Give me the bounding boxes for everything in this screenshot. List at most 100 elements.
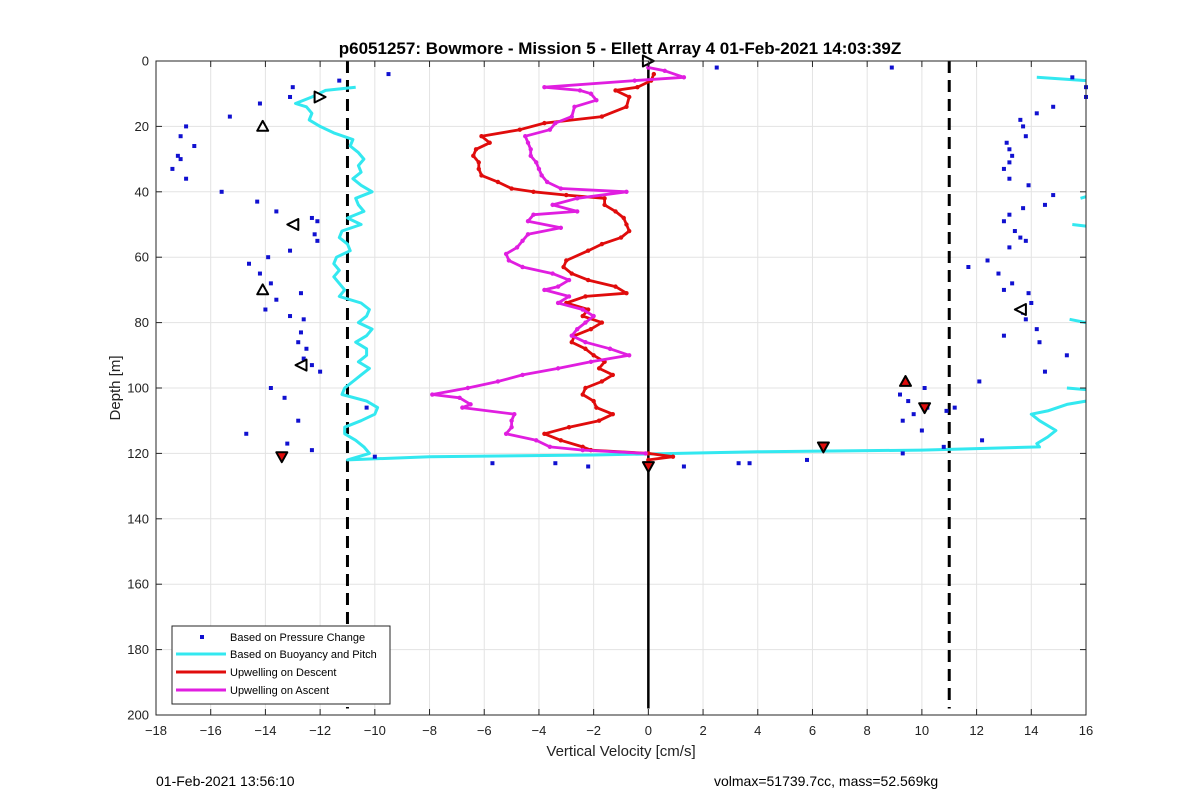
upwelling-ascent-point <box>558 225 564 230</box>
upwelling-ascent-point <box>520 238 525 244</box>
upwelling-descent-point <box>610 411 615 417</box>
pressure-change-point <box>1021 206 1026 211</box>
upwelling-descent-point <box>517 127 522 132</box>
pressure-change-point <box>1010 153 1015 158</box>
y-tick-label: 160 <box>127 577 149 592</box>
pressure-change-point <box>298 330 303 335</box>
pressure-change-point <box>268 281 273 286</box>
upwelling-descent-point <box>599 379 605 384</box>
y-tick-label: 180 <box>127 642 149 657</box>
pressure-change-point <box>1001 219 1006 224</box>
upwelling-descent-point <box>487 140 492 145</box>
upwelling-ascent-point <box>577 88 583 93</box>
upwelling-descent-point <box>531 189 536 194</box>
pressure-change-point <box>219 189 224 194</box>
pressure-change-point <box>1070 75 1075 80</box>
pressure-change-point <box>288 94 293 99</box>
pressure-change-point <box>290 85 295 90</box>
upwelling-descent-point <box>479 134 484 139</box>
upwelling-descent-point <box>621 215 626 221</box>
buoyancy-pitch-line <box>294 85 1087 462</box>
upwelling-descent-point <box>569 271 574 276</box>
upwelling-ascent-point <box>550 271 555 276</box>
upwelling-descent-point <box>583 346 588 351</box>
upwelling-descent-point <box>651 71 657 77</box>
upwelling-descent-point <box>646 457 651 463</box>
upwelling-descent-point <box>564 192 569 198</box>
upwelling-descent-point <box>624 222 629 227</box>
upwelling-ascent-point <box>534 160 539 165</box>
pressure-change-point <box>1001 333 1006 338</box>
pressure-change-point <box>288 314 293 319</box>
upwelling-descent-point <box>561 264 566 270</box>
upwelling-ascent-point <box>525 219 531 224</box>
pressure-change-point <box>170 166 175 171</box>
pressure-change-point <box>1064 353 1069 358</box>
pressure-change-point <box>301 317 306 322</box>
upwelling-ascent-point <box>528 153 533 159</box>
pressure-change-point <box>911 412 916 417</box>
upwelling-descent-point <box>476 166 481 172</box>
pressure-change-point <box>247 261 251 266</box>
x-tick-label: 4 <box>754 723 761 738</box>
y-tick-label: 20 <box>135 119 149 134</box>
pressure-change-point <box>966 265 971 270</box>
x-tick-label: −6 <box>477 723 492 738</box>
legend-label: Upwelling on Descent <box>230 667 336 679</box>
upwelling-ascent-point <box>520 372 525 378</box>
x-tick-label: 2 <box>699 723 706 738</box>
x-tick-label: −8 <box>422 723 437 738</box>
pressure-change-point <box>996 271 1001 276</box>
event-marker <box>275 451 289 464</box>
upwelling-ascent-point <box>583 320 588 325</box>
pressure-change-point <box>296 340 301 345</box>
x-tick-label: 6 <box>809 723 816 738</box>
pressure-change-point <box>257 101 262 106</box>
upwelling-ascent-point <box>525 140 531 145</box>
pressure-change-point <box>1034 111 1039 116</box>
footer-volmax-mass: volmax=51739.7cc, mass=52.569kg <box>714 773 939 789</box>
upwelling-ascent-point <box>514 245 520 250</box>
y-tick-label: 100 <box>127 381 149 396</box>
pressure-change-point <box>1051 193 1056 198</box>
x-tick-label: −4 <box>532 723 547 738</box>
upwelling-descent-point <box>580 444 585 450</box>
upwelling-descent-point <box>613 284 618 289</box>
upwelling-descent-point <box>591 353 596 358</box>
buoyancy-pitch-line <box>1036 75 1087 83</box>
upwelling-ascent-point <box>558 186 564 191</box>
upwelling-descent-point <box>473 147 479 152</box>
event-marker <box>313 90 327 104</box>
upwelling-descent-point <box>599 241 605 247</box>
pressure-change-point <box>805 457 809 462</box>
upwelling-ascent-point <box>575 209 580 214</box>
pressure-change-point <box>244 431 249 436</box>
pressure-change-point <box>309 448 314 453</box>
upwelling-descent-point <box>624 104 629 109</box>
pressure-change-point <box>288 248 293 253</box>
pressure-change-point <box>1018 117 1023 122</box>
upwelling-ascent-point <box>591 313 596 319</box>
event-marker <box>918 402 932 415</box>
upwelling-descent-point <box>602 202 607 208</box>
upwelling-descent-point <box>583 385 588 391</box>
pressure-change-point <box>301 356 306 361</box>
upwelling-descent-point <box>580 313 585 319</box>
upwelling-descent-point <box>585 248 591 253</box>
event-marker <box>256 119 270 132</box>
pressure-change-point <box>714 65 719 70</box>
pressure-change-point <box>490 461 495 466</box>
pressure-change-point <box>1007 160 1012 165</box>
upwelling-descent-point <box>588 326 594 332</box>
upwelling-descent-point <box>613 88 618 93</box>
event-marker <box>1013 303 1027 316</box>
upwelling-ascent-point <box>607 346 613 351</box>
upwelling-descent-point <box>627 94 632 100</box>
pressure-change-point <box>266 255 271 260</box>
upwelling-ascent-point <box>509 418 514 423</box>
upwelling-descent-point <box>610 372 615 378</box>
y-tick-label: 140 <box>127 511 149 526</box>
pressure-change-point <box>977 379 982 384</box>
x-tick-label: −18 <box>145 723 167 738</box>
pressure-change-point <box>747 461 752 466</box>
